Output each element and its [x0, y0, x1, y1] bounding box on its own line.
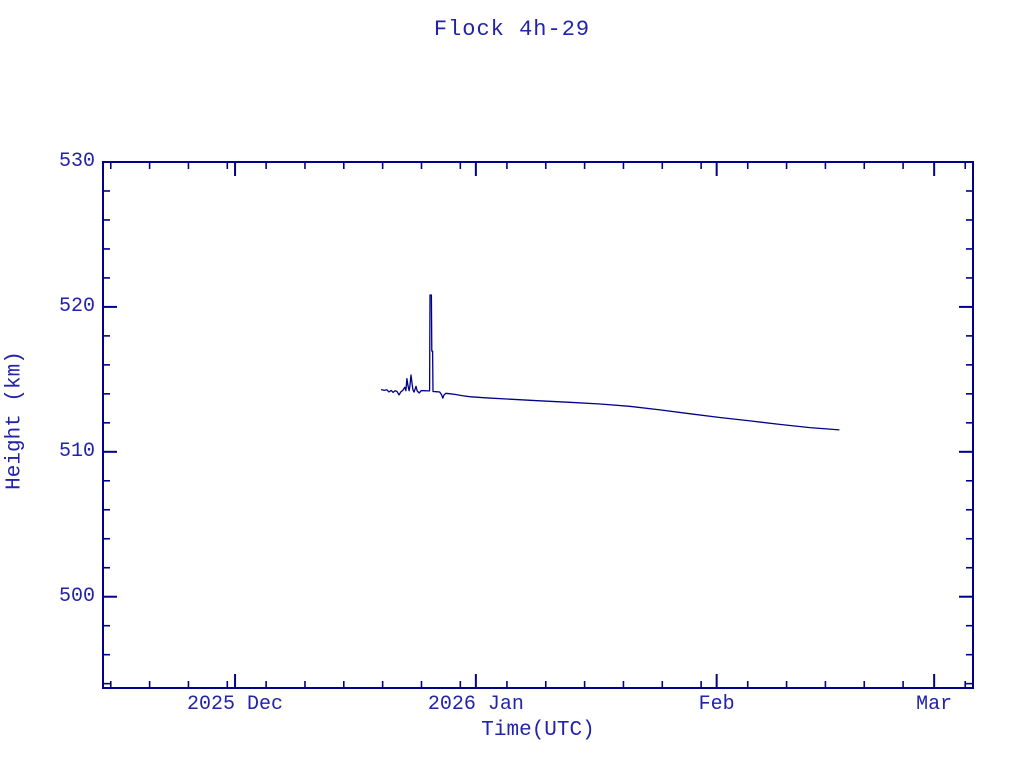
x-tick-label: Feb — [698, 693, 735, 716]
chart-title: Flock 4h-29 — [433, 17, 591, 42]
x-tick-label: 2025 Dec — [187, 693, 284, 716]
y-tick-label: 530 — [58, 150, 95, 173]
x-tick-label: 2026 Jan — [427, 693, 524, 716]
plot-frame — [102, 161, 974, 689]
height-series-line — [380, 294, 840, 431]
x-tick-label: Mar — [916, 693, 953, 716]
x-axis-title: Time(UTC) — [481, 719, 595, 742]
y-tick-label: 500 — [58, 584, 95, 608]
y-tick-label: 510 — [58, 439, 95, 463]
y-tick-label: 520 — [58, 294, 95, 318]
